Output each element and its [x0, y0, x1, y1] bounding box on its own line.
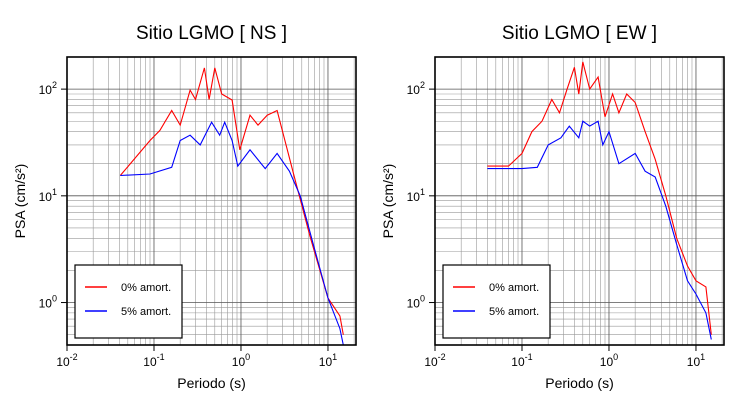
panel: 10-2 10-1 100 101 100 101 102 Sitio LGMO [ EW ]…	[380, 23, 725, 391]
series-line	[487, 61, 712, 335]
y-tick-label: 101	[39, 187, 57, 204]
plot-frame	[66, 56, 357, 346]
x-axis-label: Periodo (s)	[545, 375, 613, 391]
x-tick-label: 10-1	[511, 352, 532, 369]
y-axis-label: PSA (cm/s²)	[12, 164, 28, 239]
chart-title: Sitio LGMO [ NS ]	[136, 23, 287, 44]
series-line	[119, 67, 344, 335]
y-axis-label: PSA (cm/s²)	[380, 164, 396, 239]
x-tick-label: 10-2	[424, 352, 445, 369]
x-tick-label: 100	[232, 352, 250, 369]
series-line	[487, 120, 712, 340]
y-tick-label: 101	[407, 187, 425, 204]
y-tick-label: 100	[407, 294, 425, 311]
x-tick-label: 10-2	[56, 352, 77, 369]
legend: 0% amort. 5% amort.	[74, 264, 183, 339]
panel: 10-2 10-1 100 101 100 101 102 Sitio LGMO [ NS ]…	[12, 23, 357, 391]
chart-title: Sitio LGMO [ EW ]	[502, 23, 657, 44]
y-tick-label: 102	[407, 80, 425, 97]
x-tick-label: 100	[600, 352, 618, 369]
legend-label: 5% amort.	[489, 306, 539, 318]
legend-label: 5% amort.	[121, 306, 171, 318]
series-line	[120, 120, 344, 345]
y-tick-label: 100	[39, 294, 57, 311]
plot-frame	[434, 56, 725, 346]
x-tick-label: 101	[687, 352, 705, 369]
legend-label: 0% amort.	[489, 282, 539, 294]
legend-box	[442, 264, 551, 339]
legend-box	[74, 264, 183, 339]
legend-label: 0% amort.	[121, 282, 171, 294]
legend: 0% amort. 5% amort.	[442, 264, 551, 339]
x-tick-label: 101	[319, 352, 337, 369]
x-axis-label: Periodo (s)	[177, 375, 245, 391]
x-tick-label: 10-1	[143, 352, 164, 369]
y-tick-label: 102	[39, 80, 57, 97]
